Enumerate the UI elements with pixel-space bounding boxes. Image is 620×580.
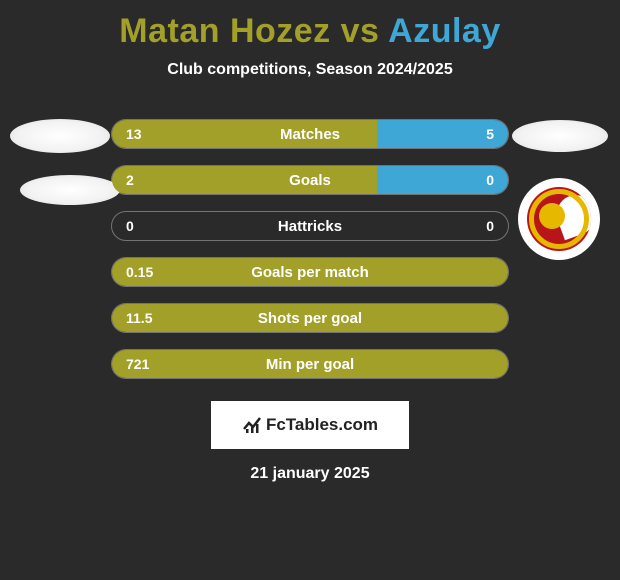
stat-label: Goals bbox=[112, 172, 508, 189]
source-logo-text: FcTables.com bbox=[266, 415, 378, 435]
player-right-club-crest bbox=[518, 178, 600, 260]
player-right-name: Azulay bbox=[388, 12, 501, 50]
player-left-badge-bottom bbox=[20, 175, 120, 205]
player-left-name: Matan Hozez bbox=[119, 12, 330, 50]
report-date: 21 january 2025 bbox=[0, 465, 620, 483]
chart-icon bbox=[242, 415, 262, 435]
stat-row: 11.5Shots per goal bbox=[111, 303, 509, 333]
comparison-title: Matan Hozez vs Azulay bbox=[0, 0, 620, 51]
stat-label: Hattricks bbox=[112, 218, 508, 235]
stats-container: 13Matches5 2Goals0 0Hattricks0 0.15Goals pe… bbox=[111, 119, 509, 379]
stat-row: 2Goals0 bbox=[111, 165, 509, 195]
club-crest-icon bbox=[527, 187, 591, 251]
stat-overlay: 0.15Goals per match bbox=[112, 258, 508, 286]
stat-label: Goals per match bbox=[112, 264, 508, 281]
stat-row: 721Min per goal bbox=[111, 349, 509, 379]
stat-overlay: 13Matches5 bbox=[112, 120, 508, 148]
stat-overlay: 721Min per goal bbox=[112, 350, 508, 378]
subtitle: Club competitions, Season 2024/2025 bbox=[0, 61, 620, 79]
stat-label: Shots per goal bbox=[112, 310, 508, 327]
vs-text: vs bbox=[331, 12, 388, 50]
player-right-badge-top bbox=[512, 120, 608, 152]
player-left-badge-top bbox=[10, 119, 110, 153]
stat-label: Min per goal bbox=[112, 356, 508, 373]
stat-overlay: 2Goals0 bbox=[112, 166, 508, 194]
stat-overlay: 11.5Shots per goal bbox=[112, 304, 508, 332]
source-logo: FcTables.com bbox=[211, 401, 409, 449]
stat-row: 0Hattricks0 bbox=[111, 211, 509, 241]
stat-row: 0.15Goals per match bbox=[111, 257, 509, 287]
stat-overlay: 0Hattricks0 bbox=[112, 212, 508, 240]
stat-label: Matches bbox=[112, 126, 508, 143]
stat-row: 13Matches5 bbox=[111, 119, 509, 149]
